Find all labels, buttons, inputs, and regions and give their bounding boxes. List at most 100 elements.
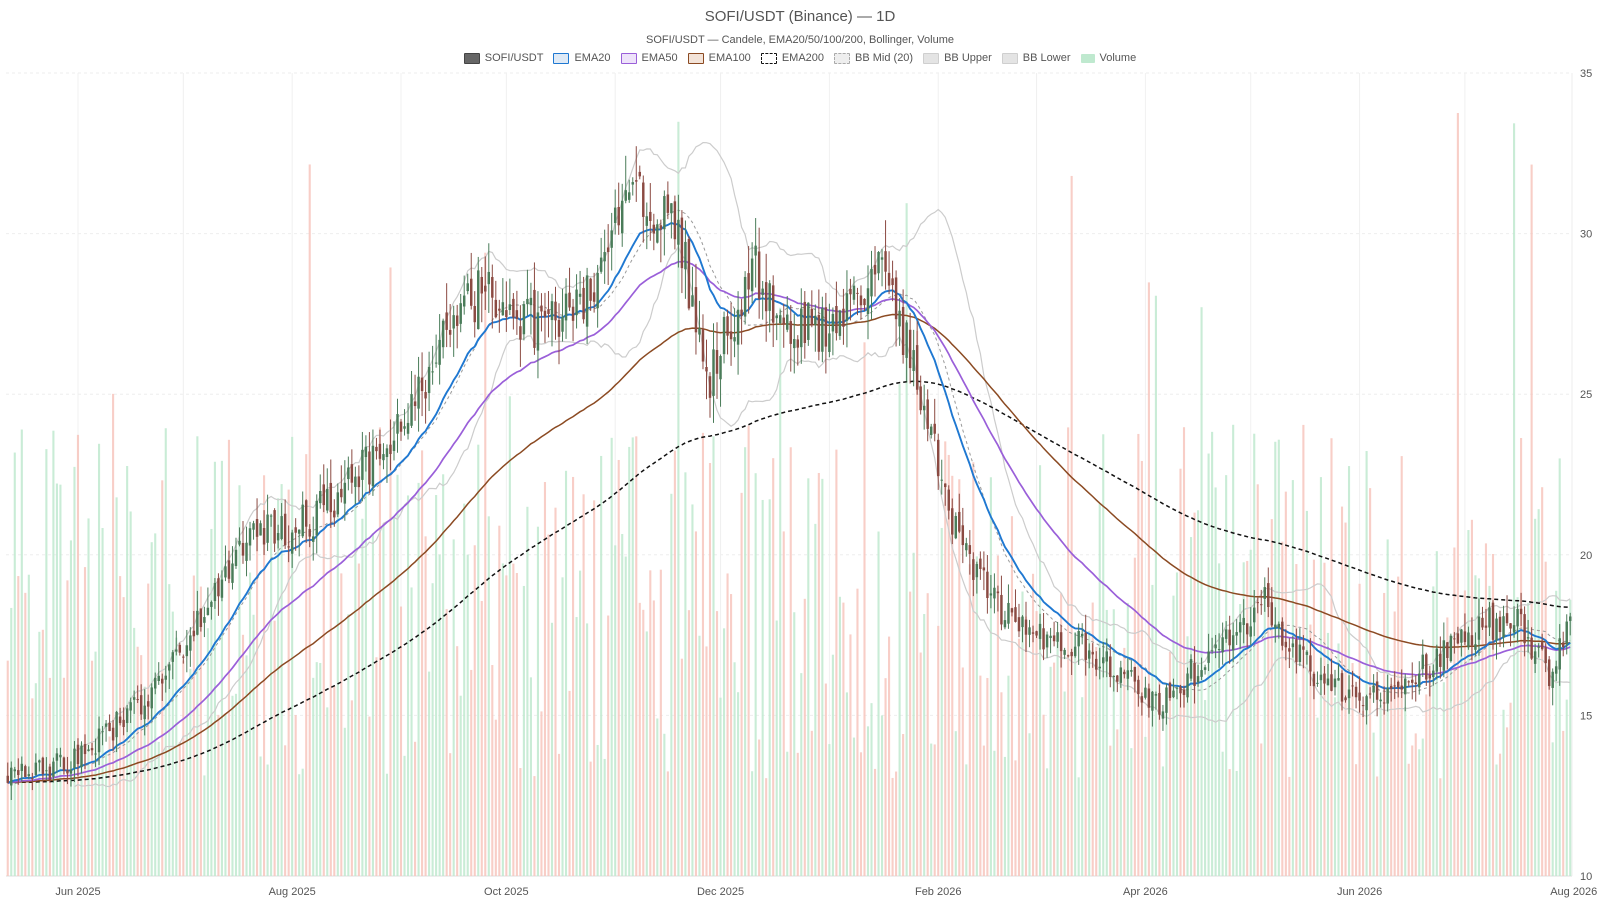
volume-bar [263, 475, 266, 876]
volume-bar [1225, 475, 1228, 876]
volume-bar [1172, 595, 1175, 876]
candle-body [1460, 629, 1463, 643]
candle-body [441, 320, 445, 348]
volume-bar [1109, 745, 1112, 876]
volume-bar [540, 711, 543, 876]
volume-bar [1126, 602, 1129, 876]
volume-bar [765, 778, 768, 876]
candle-body [146, 701, 150, 707]
candle [1470, 617, 1474, 661]
volume-bar [1014, 760, 1017, 876]
ema200-line [7, 380, 1571, 784]
legend-item-bb-mid[interactable]: BB Mid (20) [834, 52, 913, 64]
candle-body [1400, 685, 1403, 690]
candle [455, 304, 459, 349]
candle [157, 662, 160, 685]
candle [1084, 614, 1087, 676]
candle [1481, 606, 1484, 630]
legend-item-bb-upper[interactable]: BB Upper [923, 52, 992, 64]
candle [722, 311, 726, 364]
candle [575, 274, 578, 329]
volume-bar [333, 686, 336, 876]
volume-bar [807, 478, 810, 876]
volume-bar [1182, 427, 1186, 876]
candle [1365, 694, 1368, 725]
legend-item-ema200[interactable]: EMA200 [760, 52, 824, 64]
volume-bar [1151, 584, 1154, 876]
candle [1144, 676, 1147, 700]
candle-body [1379, 699, 1382, 702]
candle-body [139, 695, 143, 715]
volume-bar [1021, 591, 1024, 876]
candle-body [487, 271, 491, 285]
volume-bar [1467, 530, 1470, 876]
candle-body [1340, 673, 1344, 702]
volume-bar [1281, 541, 1284, 876]
candle [631, 177, 634, 196]
candle [1312, 671, 1316, 700]
candle [1059, 624, 1063, 668]
candle [269, 513, 273, 527]
candle [1421, 639, 1425, 677]
volume-bar [227, 439, 231, 876]
volume-bar [13, 452, 16, 876]
candle [427, 351, 431, 412]
candle [986, 555, 989, 614]
candle-body [245, 542, 248, 561]
candle [1484, 608, 1488, 646]
candle [975, 561, 979, 594]
candle [807, 302, 810, 346]
candle [757, 227, 761, 319]
candle-body [1207, 651, 1210, 663]
candle [754, 218, 757, 288]
candle [1533, 644, 1537, 673]
candle [782, 303, 785, 348]
volume-bar [1147, 282, 1150, 876]
candle-body [536, 312, 540, 351]
volume-bar [312, 677, 315, 876]
candle [1291, 635, 1295, 658]
candle [1172, 678, 1175, 699]
candle-body [55, 753, 59, 761]
volume-bar [1400, 456, 1403, 876]
legend-item-ema100[interactable]: EMA100 [687, 52, 751, 64]
candle [589, 277, 592, 311]
candle-body [343, 482, 347, 504]
volume-bar [593, 500, 596, 876]
candle [778, 309, 782, 325]
candle [1224, 621, 1228, 643]
candle-body [845, 293, 849, 321]
candle-body [1077, 631, 1080, 647]
candle-body [315, 500, 318, 536]
volume-bar [856, 588, 859, 876]
legend-item-volume[interactable]: Volume [1080, 52, 1136, 64]
volume-bar [294, 715, 297, 876]
legend-item-ema20[interactable]: EMA20 [553, 52, 611, 64]
candle [175, 630, 178, 656]
volume-bar [66, 580, 69, 876]
candle [901, 289, 905, 364]
volume-bar [803, 598, 806, 876]
candle-body [673, 201, 677, 240]
candle-body [392, 440, 396, 451]
volume-bar [993, 750, 996, 876]
ema100-line [7, 313, 1571, 784]
candle [1516, 603, 1519, 643]
candle [870, 250, 873, 320]
legend-item-ema50[interactable]: EMA50 [620, 52, 678, 64]
candle [1530, 627, 1533, 660]
candle [24, 764, 27, 778]
volume-bar [730, 594, 733, 876]
legend-item-candles[interactable]: SOFI/USDT [463, 52, 543, 64]
candle [1235, 619, 1238, 646]
candle-body [1168, 682, 1172, 698]
candle [1544, 643, 1547, 673]
bb-mid-line [74, 209, 1571, 769]
candle [1323, 666, 1326, 695]
candle-body [979, 558, 982, 569]
candle [1439, 636, 1442, 679]
legend-item-bb-lower[interactable]: BB Lower [1001, 52, 1071, 64]
candle [1569, 612, 1572, 636]
candle-body [1316, 682, 1319, 684]
candle-body [1547, 659, 1551, 687]
